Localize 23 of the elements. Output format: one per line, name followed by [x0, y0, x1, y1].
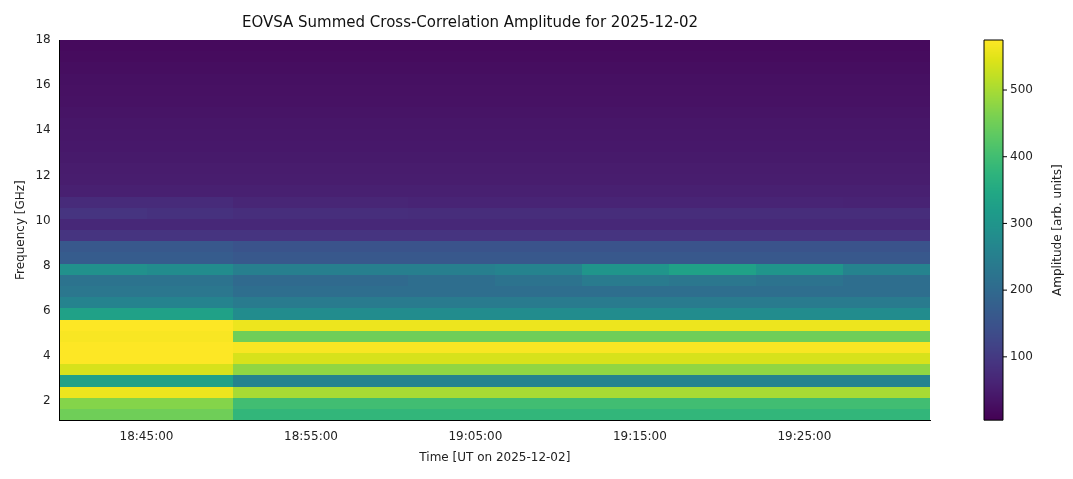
x-tick-label: 18:45:00 [119, 428, 174, 443]
y-tick-label: 16 [35, 77, 51, 92]
color-bar-label: 200 [1010, 282, 1033, 297]
color-bar-label: 100 [1010, 348, 1033, 363]
color-bar-label: 400 [1010, 148, 1033, 163]
x-tick-label: 19:25:00 [777, 428, 832, 443]
color-bar-label: 500 [1010, 82, 1033, 97]
x-tick-label: 18:55:00 [284, 428, 338, 443]
x-axis-title: Time [UT on 2025-12-02] [418, 449, 571, 464]
y-tick-label: 18 [35, 32, 51, 47]
color-bar-label: 300 [1010, 215, 1033, 230]
y-tick-label: 14 [35, 122, 51, 137]
chart-title: EOVSA Summed Cross-Correlation Amplitude for 2025-12-02 [241, 12, 699, 31]
x-tick-label: 19:15:00 [612, 428, 667, 443]
y-tick-label: 8 [43, 257, 51, 272]
y-tick-label: 10 [35, 212, 51, 227]
y-tick-label: 2 [43, 393, 51, 408]
y-tick-label: 4 [43, 348, 51, 363]
y-tick-label: 12 [35, 167, 51, 182]
y-tick-label: 6 [43, 302, 51, 317]
color-bar-title: Amplitude [arb. units] [1050, 164, 1065, 296]
x-tick-label: 19:05:00 [448, 428, 503, 443]
y-axis-title: Frequency [GHz] [13, 180, 28, 280]
